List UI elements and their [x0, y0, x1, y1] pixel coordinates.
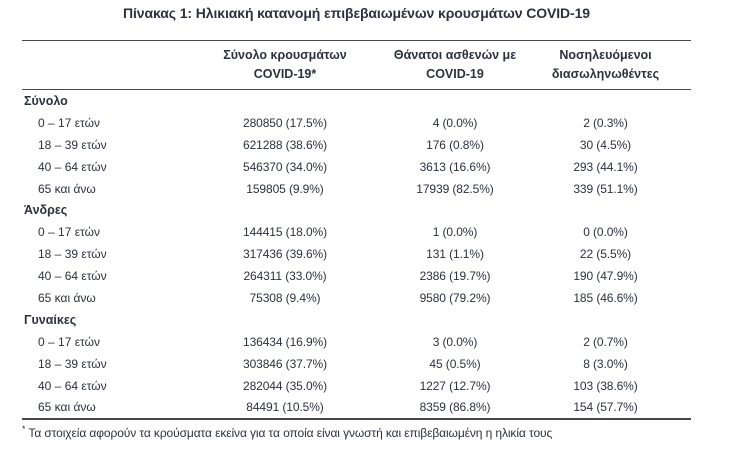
- cases-cell: 546370 (34.0%): [243, 159, 327, 174]
- table-row: 0 – 17 ετών 136434 (16.9%) 3 (0.0%) 2 (0…: [22, 331, 691, 353]
- deaths-cell: 3613 (16.6%): [419, 159, 491, 174]
- cases-cell: 264311 (33.0%): [243, 269, 327, 284]
- deaths-cell: 176 (0.8%): [426, 137, 484, 152]
- deaths-cell: 4 (0.0%): [432, 115, 478, 130]
- column-header-intubated: Νοσηλευόμενοι διασωληνωθέντες: [520, 46, 691, 84]
- column-header-line: διασωληνωθέντες: [551, 67, 660, 81]
- row-label: 40 – 64 ετών: [38, 378, 107, 393]
- intubated-cell: 185 (46.6%): [573, 290, 638, 305]
- section-header-row-men: Άνδρες: [22, 199, 691, 221]
- table-row: 0 – 17 ετών 144415 (18.0%) 1 (0.0%) 0 (0…: [22, 221, 691, 243]
- deaths-cell: 1227 (12.7%): [419, 378, 491, 393]
- deaths-cell: 8359 (86.8%): [419, 400, 491, 415]
- intubated-cell: 30 (4.5%): [579, 137, 632, 152]
- intubated-cell: 293 (44.1%): [573, 159, 638, 174]
- row-label: 0 – 17 ετών: [38, 115, 100, 130]
- row-label: 40 – 64 ετών: [38, 269, 107, 284]
- deaths-cell: 17939 (82.5%): [416, 181, 494, 196]
- column-header-line: Νοσηλευόμενοι: [559, 48, 652, 62]
- intubated-cell: 154 (57.7%): [573, 400, 638, 415]
- intubated-cell: 8 (3.0%): [583, 356, 628, 371]
- table-row: 40 – 64 ετών 546370 (34.0%) 3613 (16.6%)…: [22, 156, 691, 178]
- column-header-line: COVID-19*: [253, 67, 317, 81]
- section-header-row-women: Γυναίκες: [22, 309, 691, 331]
- covid-age-distribution-table: Σύνολο κρουσμάτων COVID-19* Θάνατοι ασθε…: [22, 40, 691, 421]
- cases-cell: 144415 (18.0%): [243, 225, 327, 240]
- table-row: 40 – 64 ετών 264311 (33.0%) 2386 (19.7%)…: [22, 265, 691, 287]
- deaths-cell: 9580 (79.2%): [419, 290, 491, 305]
- deaths-cell: 3 (0.0%): [432, 334, 478, 349]
- cases-cell: 280850 (17.5%): [243, 115, 327, 130]
- cases-cell: 84491 (10.5%): [246, 400, 324, 415]
- page-title: Πίνακας 1: Ηλικιακή κατανομή επιβεβαιωμέ…: [123, 5, 590, 21]
- section-label: Άνδρες: [24, 203, 68, 218]
- row-label: 18 – 39 ετών: [38, 137, 107, 152]
- footnote-text: Τα στοιχεία αφορούν τα κρούσματα εκείνα …: [28, 426, 553, 440]
- cases-cell: 282044 (35.0%): [243, 378, 327, 393]
- table-row: 65 και άνω 159805 (9.9%) 17939 (82.5%) 3…: [22, 178, 691, 200]
- table-body: Σύνολο 0 – 17 ετών 280850 (17.5%) 4 (0.0…: [22, 90, 691, 421]
- footnote: * Τα στοιχεία αφορούν τα κρούσματα εκείνα…: [22, 424, 722, 440]
- table-row: 40 – 64 ετών 282044 (35.0%) 1227 (12.7%)…: [22, 375, 691, 397]
- table-row: 65 και άνω 84491 (10.5%) 8359 (86.8%) 15…: [22, 396, 691, 418]
- table-header-row: Σύνολο κρουσμάτων COVID-19* Θάνατοι ασθε…: [22, 40, 691, 90]
- cases-cell: 136434 (16.9%): [243, 334, 327, 349]
- deaths-cell: 45 (0.5%): [429, 356, 481, 371]
- cases-cell: 159805 (9.9%): [246, 181, 324, 196]
- deaths-cell: 1 (0.0%): [432, 225, 478, 240]
- column-header-total-cases: Σύνολο κρουσμάτων COVID-19*: [180, 46, 390, 84]
- section-header-row-total: Σύνολο: [22, 90, 691, 112]
- row-label: 65 και άνω: [38, 400, 96, 415]
- row-label: 65 και άνω: [38, 290, 96, 305]
- section-label: Σύνολο: [24, 93, 68, 108]
- table-row: 18 – 39 ετών 317436 (39.6%) 131 (1.1%) 2…: [22, 243, 691, 265]
- intubated-cell: 22 (5.5%): [579, 247, 632, 262]
- row-label: 0 – 17 ετών: [38, 334, 100, 349]
- table-row: 18 – 39 ετών 621288 (38.6%) 176 (0.8%) 3…: [22, 134, 691, 156]
- intubated-cell: 190 (47.9%): [573, 269, 638, 284]
- row-label: 40 – 64 ετών: [38, 159, 107, 174]
- table-row: 65 και άνω 75308 (9.4%) 9580 (79.2%) 185…: [22, 287, 691, 309]
- deaths-cell: 131 (1.1%): [426, 247, 484, 262]
- row-label: 0 – 17 ετών: [38, 225, 100, 240]
- row-label: 18 – 39 ετών: [38, 247, 107, 262]
- intubated-cell: 2 (0.3%): [583, 115, 628, 130]
- table-row: 0 – 17 ετών 280850 (17.5%) 4 (0.0%) 2 (0…: [22, 112, 691, 134]
- intubated-cell: 103 (38.6%): [573, 378, 638, 393]
- table-row: 18 – 39 ετών 303846 (37.7%) 45 (0.5%) 8 …: [22, 353, 691, 375]
- column-header-line: Θάνατοι ασθενών με: [393, 48, 517, 62]
- intubated-cell: 2 (0.7%): [583, 334, 628, 349]
- column-header-deaths: Θάνατοι ασθενών με COVID-19: [390, 46, 520, 84]
- cases-cell: 303846 (37.7%): [243, 356, 327, 371]
- row-label: 18 – 39 ετών: [38, 356, 107, 371]
- section-label: Γυναίκες: [24, 312, 77, 327]
- intubated-cell: 339 (51.1%): [573, 181, 638, 196]
- intubated-cell: 0 (0.0%): [583, 225, 628, 240]
- column-header-line: Σύνολο κρουσμάτων: [223, 48, 347, 62]
- cases-cell: 317436 (39.6%): [243, 247, 327, 262]
- footnote-asterisk: *: [22, 424, 26, 434]
- cases-cell: 621288 (38.6%): [243, 137, 327, 152]
- cases-cell: 75308 (9.4%): [249, 290, 321, 305]
- deaths-cell: 2386 (19.7%): [419, 269, 491, 284]
- row-label: 65 και άνω: [38, 181, 96, 196]
- column-header-line: COVID-19: [426, 67, 484, 81]
